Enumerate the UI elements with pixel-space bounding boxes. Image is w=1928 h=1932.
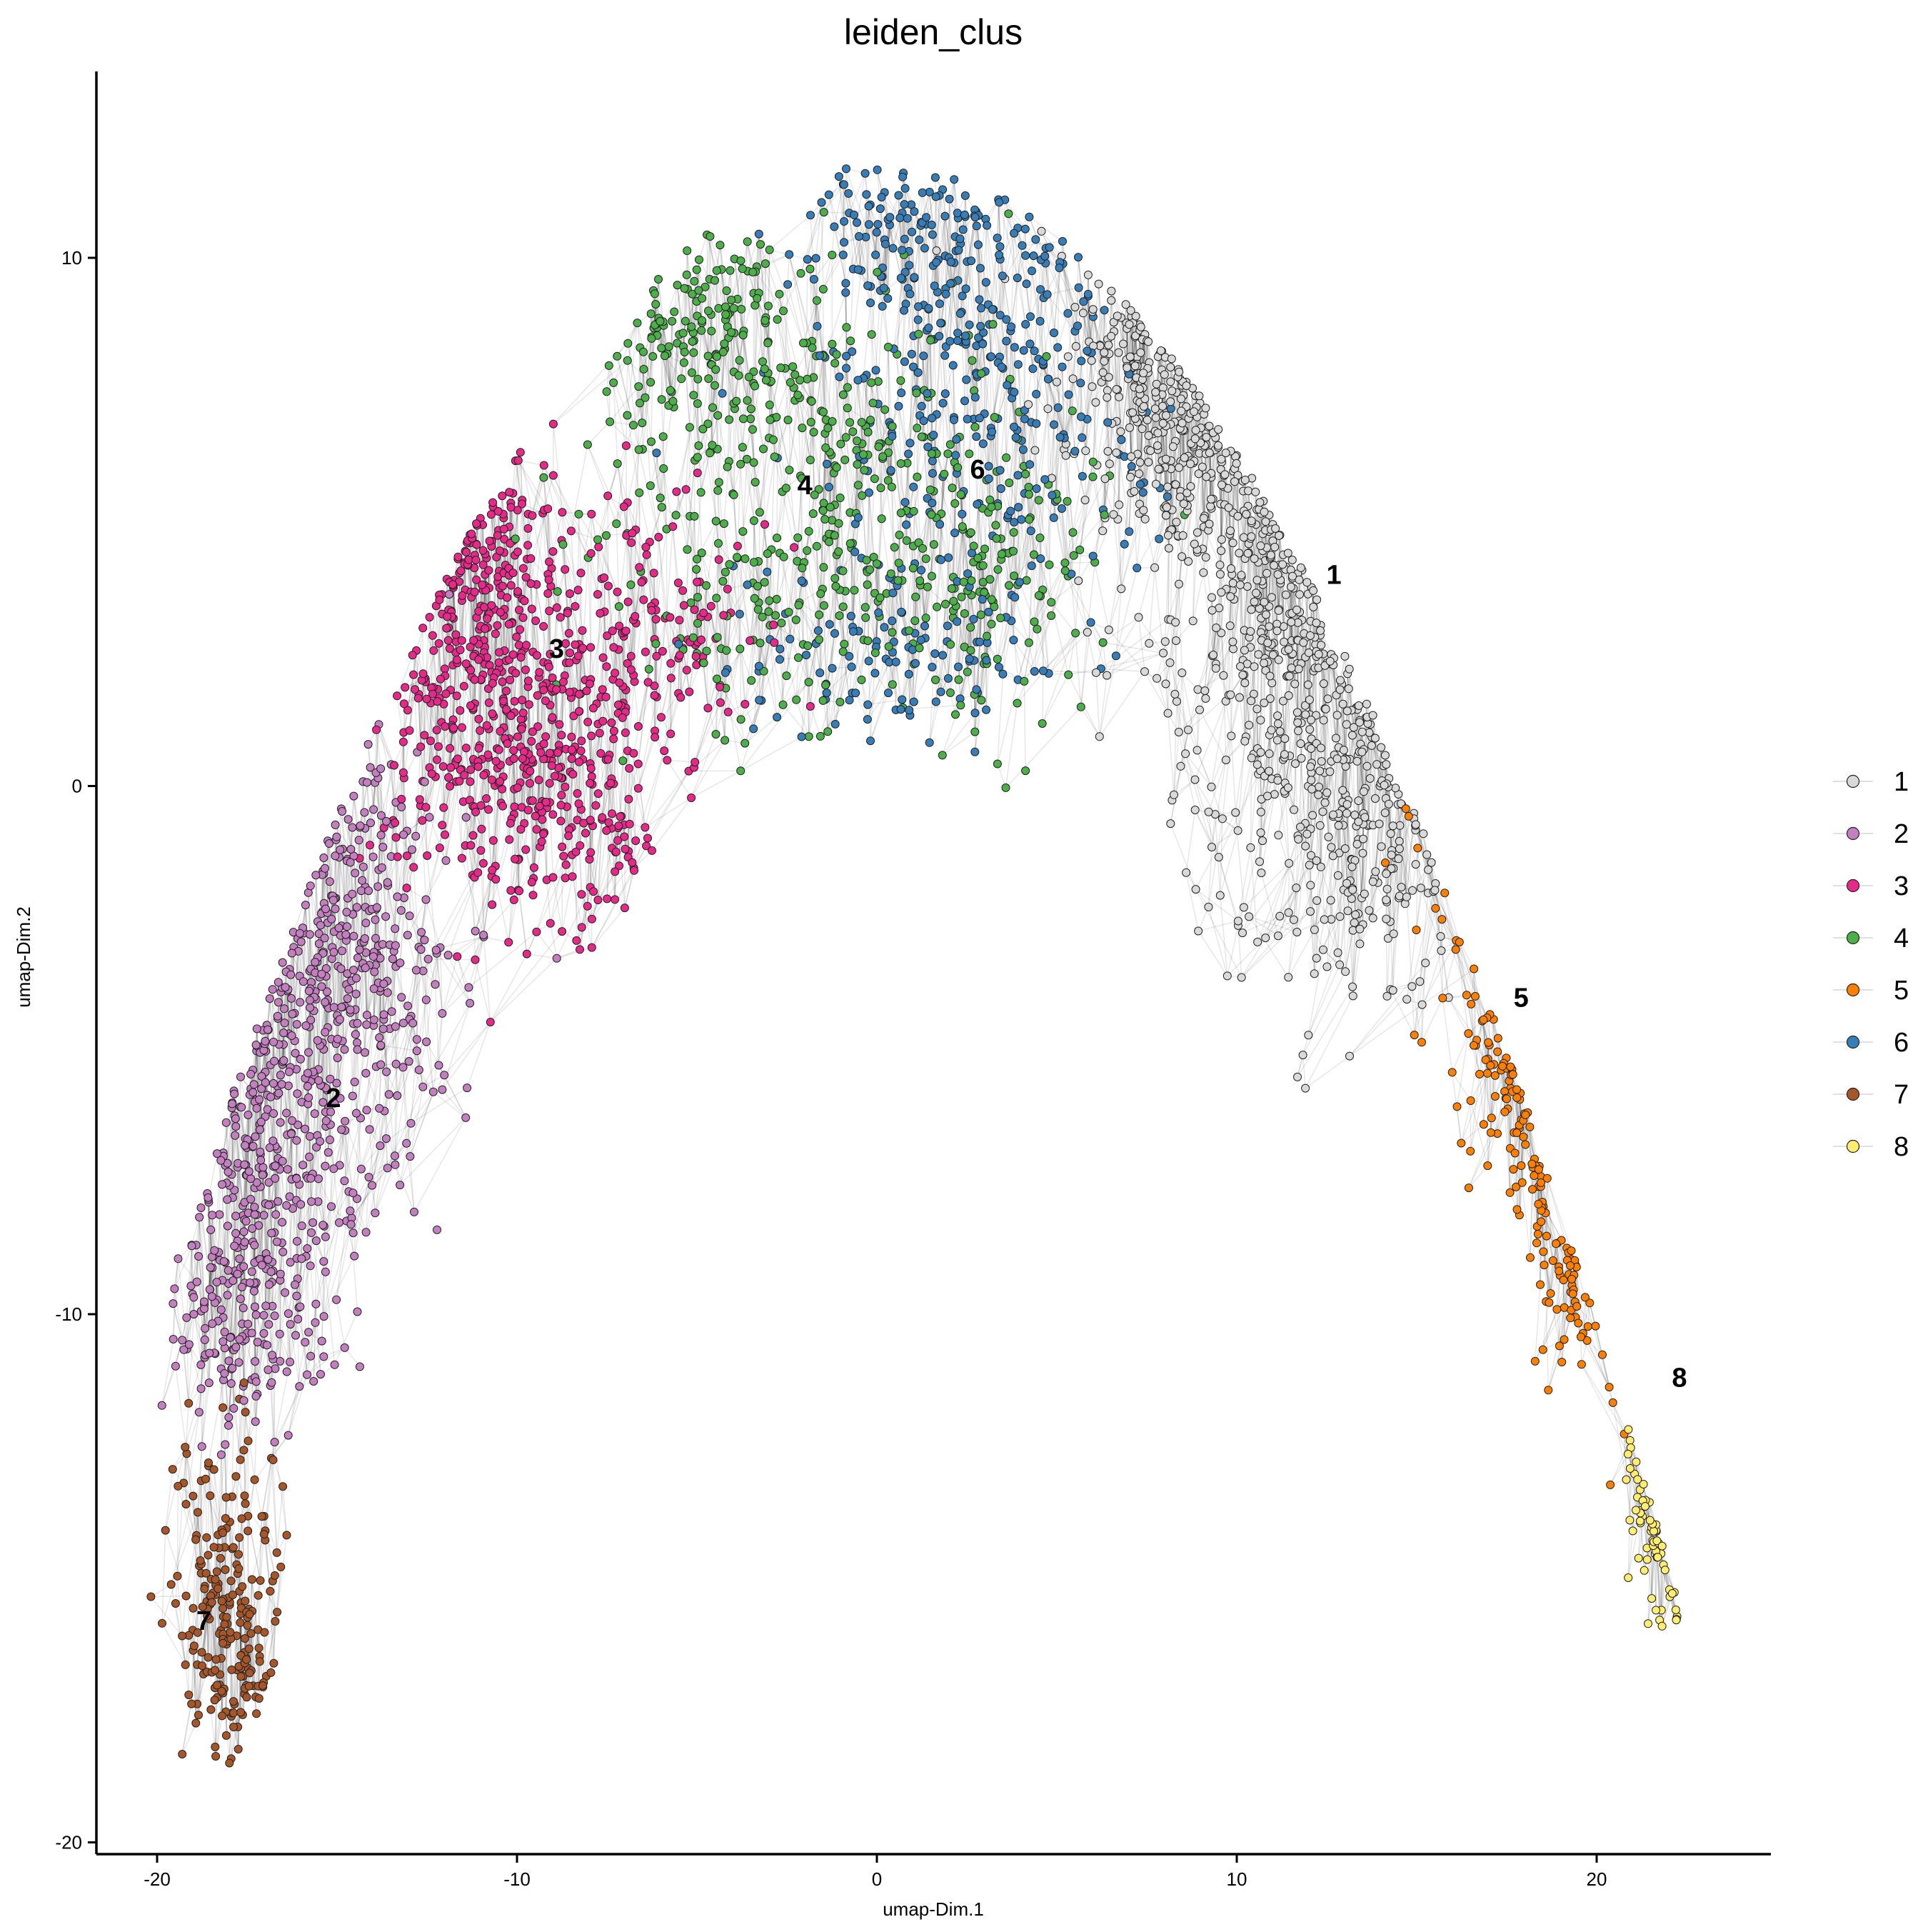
network-edge [347,859,348,927]
network-edge [576,852,577,941]
network-edge [296,1024,297,1069]
network-edge [483,864,484,937]
network-edge [280,1274,281,1361]
network-edge [581,573,582,650]
network-edge [428,959,476,960]
network-edge [259,1661,260,1698]
network-edge [151,1596,186,1597]
network-edge [297,1093,298,1125]
network-edge [495,786,496,866]
network-edge [591,514,592,554]
